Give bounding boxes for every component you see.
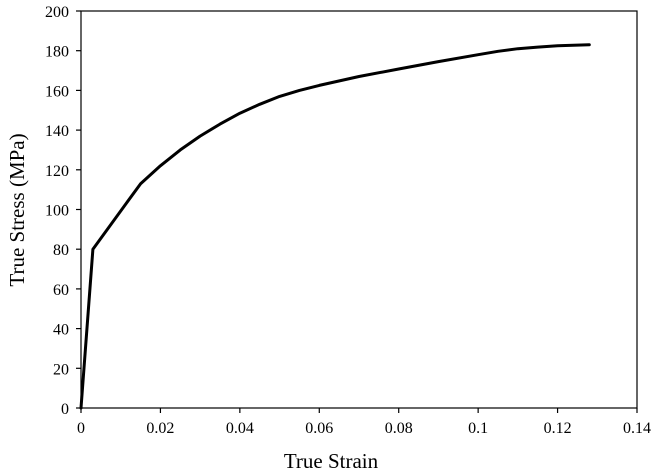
x-tick-label: 0.14 bbox=[623, 420, 651, 437]
x-axis: 0 0.02 0.04 0.06 0.08 0.1 0.12 0.14 bbox=[77, 408, 651, 437]
plot-frame bbox=[80, 10, 638, 409]
x-tick-label: 0.06 bbox=[305, 420, 333, 437]
y-axis: 0 20 40 60 80 100 120 140 160 180 200 bbox=[45, 4, 81, 418]
x-tick-label: 0 bbox=[77, 420, 85, 437]
y-tick-label: 40 bbox=[53, 322, 69, 339]
y-tick-label: 60 bbox=[53, 282, 69, 299]
y-tick-label: 100 bbox=[45, 203, 69, 220]
x-tick-label: 0.04 bbox=[226, 420, 254, 437]
x-tick-label: 0.02 bbox=[146, 420, 174, 437]
stress-strain-curve bbox=[79, 43, 591, 410]
x-tick-label: 0.12 bbox=[544, 420, 572, 437]
x-tick-label: 0.1 bbox=[468, 420, 488, 437]
y-tick-label: 20 bbox=[53, 361, 69, 378]
y-tick-label: 80 bbox=[53, 242, 69, 259]
y-tick-label: 200 bbox=[45, 4, 69, 21]
y-tick-label: 160 bbox=[45, 83, 69, 100]
y-tick-label: 120 bbox=[45, 163, 69, 180]
y-tick-label: 180 bbox=[45, 44, 69, 61]
x-tick-label: 0.08 bbox=[385, 420, 413, 437]
y-tick-label: 140 bbox=[45, 123, 69, 140]
y-tick-label: 0 bbox=[61, 401, 69, 418]
y-axis-title: True Stress (MPa) bbox=[5, 133, 29, 286]
x-axis-title: True Strain bbox=[284, 449, 379, 473]
